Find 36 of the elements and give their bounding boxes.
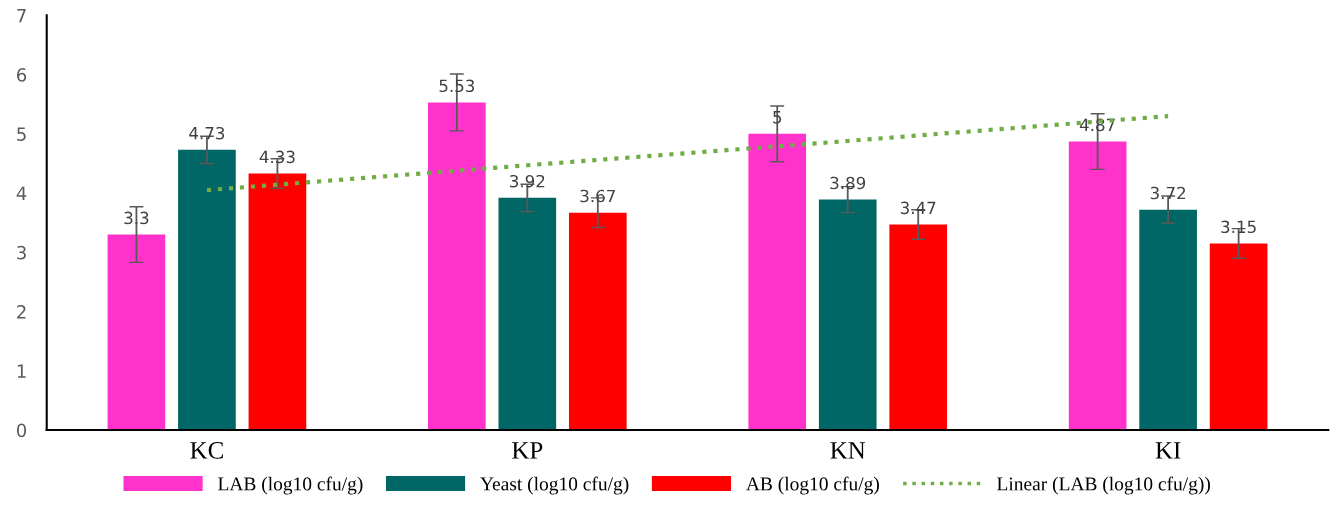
bar [498,197,557,431]
y-tick-label: 2 [17,305,26,319]
data-label: 4.33 [259,150,295,164]
bar [818,199,877,431]
legend-label: LAB (log10 cfu/g) [218,476,363,495]
data-label: 4.73 [189,126,225,140]
legend-label: AB (log10 cfu/g) [746,476,879,495]
x-tick-label: KI [1155,442,1181,459]
bar [889,224,948,431]
legend-label: Linear (LAB (log10 cfu/g)) [997,476,1210,495]
bar [1209,243,1268,431]
x-tick-label: KN [830,442,866,459]
bar [428,102,486,431]
y-tick-label: 3 [17,245,26,260]
bar [568,212,627,431]
bar [1068,141,1127,431]
y-tick-label: 7 [17,9,26,23]
y-tick-label: 1 [17,364,26,378]
bar [178,149,236,431]
data-label: 3.89 [830,176,866,190]
y-tick-label: 5 [17,127,26,141]
data-label: 3.72 [1150,186,1186,200]
data-label: 3.15 [1221,220,1256,234]
legend-label: Yeast (log10 cfu/g) [480,476,629,495]
data-label: 3.47 [900,201,936,215]
bar [107,234,166,431]
y-tick-label: 0 [16,423,27,438]
y-tick-label: 6 [17,68,27,82]
bar [248,173,307,431]
y-tick-label: 4 [16,186,27,200]
data-label: 3.67 [580,189,615,203]
x-tick-label: KC [190,441,223,459]
x-tick-label: KP [512,442,543,459]
bar [748,133,807,431]
bar [1139,209,1197,431]
data-label: 3.92 [510,174,545,188]
